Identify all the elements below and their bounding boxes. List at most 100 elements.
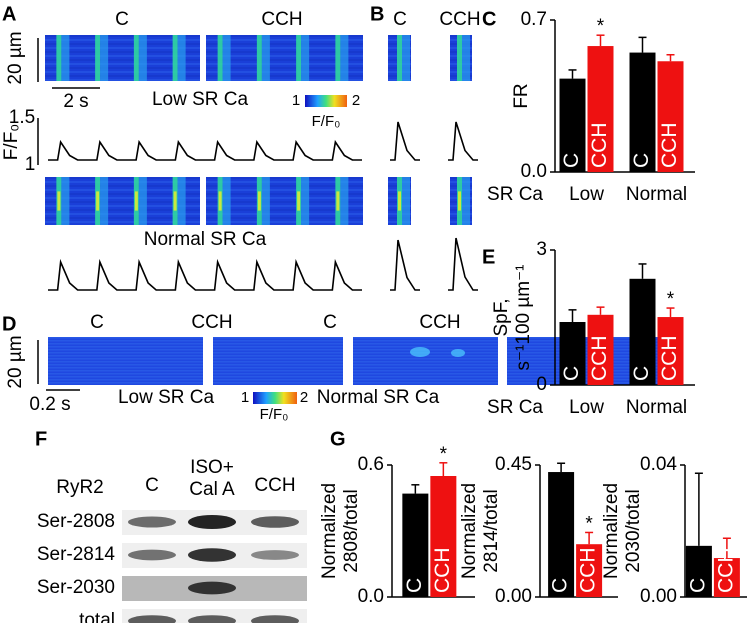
lane-label: Cal A [189, 479, 235, 500]
column-label: CCH [439, 9, 480, 30]
image-texture [45, 177, 200, 179]
condition-label: Normal SR Ca [144, 229, 267, 250]
spark [451, 349, 465, 357]
y-axis-label: SpF, [491, 298, 512, 336]
fluorescence-trace [448, 237, 478, 291]
image-texture [45, 47, 200, 49]
panel-label: F [35, 428, 47, 450]
y-axis-label: Normalized [319, 483, 340, 579]
transient-tail [340, 35, 349, 81]
image-texture [48, 367, 203, 369]
bar [629, 52, 656, 173]
bar [402, 493, 429, 597]
transient-core [173, 191, 177, 211]
image-texture [206, 79, 363, 81]
image-texture [48, 379, 203, 381]
image-texture [45, 189, 200, 191]
transient [172, 35, 178, 81]
image-texture [206, 201, 363, 203]
image-texture [45, 197, 200, 199]
colorbar [253, 392, 297, 404]
transient-core [218, 191, 222, 211]
image-texture [45, 35, 200, 37]
y-tick-label: 0.0 [521, 161, 547, 182]
bar [587, 46, 614, 172]
image-texture [45, 209, 200, 211]
image-texture [213, 379, 343, 381]
blot-band [251, 550, 299, 560]
bar [430, 476, 457, 597]
image-texture [45, 201, 200, 203]
transient-tail [462, 177, 470, 225]
image-texture [48, 355, 203, 357]
colorbar-label: 2 [352, 92, 360, 109]
image-texture [213, 340, 343, 342]
image-texture [45, 71, 200, 73]
image-texture [206, 71, 363, 73]
bar-label: CCH [714, 548, 737, 594]
image-texture [206, 181, 363, 183]
image-texture [206, 63, 363, 65]
colorbar-label: 2 [300, 389, 308, 406]
image-texture [213, 358, 343, 360]
image-texture [206, 193, 363, 195]
bar-label: C [403, 578, 426, 593]
scale-label: 20 µm [5, 31, 26, 84]
transient-core [57, 191, 61, 211]
y-tick-label: 0.7 [521, 9, 547, 30]
fluorescence-trace [390, 239, 420, 291]
transient-tail [462, 35, 470, 81]
image-texture [206, 43, 363, 45]
image-texture [206, 205, 363, 207]
image-texture [206, 55, 363, 57]
trace-axis-tick: 1 [25, 154, 36, 175]
transient [133, 35, 139, 81]
condition-label: Low SR Ca [118, 387, 215, 408]
bar [713, 558, 740, 597]
group-prefix: SR Ca [487, 184, 543, 205]
bar-label: CCH [431, 548, 454, 594]
bar [657, 61, 684, 172]
transient-tail [301, 35, 310, 81]
image-texture [206, 47, 363, 49]
image-texture [45, 213, 200, 215]
image-texture [48, 364, 203, 366]
bar-label: CCH [577, 548, 600, 594]
y-axis-label: Normalized [459, 483, 480, 579]
bar [587, 314, 614, 385]
image-texture [45, 63, 200, 65]
transient [256, 35, 262, 81]
spark-image [353, 337, 498, 385]
protein-label: RyR2 [56, 477, 104, 498]
transient [95, 35, 101, 81]
panel-label: E [482, 246, 495, 268]
blot-band [188, 581, 236, 595]
blot-band [128, 615, 176, 623]
image-texture [353, 364, 498, 366]
image-texture [48, 376, 203, 378]
column-label: C [90, 312, 104, 333]
image-texture [353, 343, 498, 345]
image-texture [213, 361, 343, 363]
transient-core [458, 191, 461, 211]
blot-band [128, 549, 176, 561]
image-texture [213, 367, 343, 369]
bar-label: C [630, 153, 653, 168]
image-texture [48, 349, 203, 351]
y-tick-label: 0.0 [358, 586, 384, 607]
image-texture [353, 340, 498, 342]
significance-mark: * [440, 444, 448, 465]
x-tick-label: Low [569, 397, 604, 418]
transient-tail [402, 177, 410, 225]
spark [410, 347, 430, 357]
bar-label: C [560, 153, 583, 168]
image-texture [48, 373, 203, 375]
image-texture [213, 355, 343, 357]
column-label: CCH [419, 312, 460, 333]
colorbar-label: F/F₀ [260, 406, 289, 423]
transient-tail [61, 35, 70, 81]
image-texture [206, 189, 363, 191]
image-texture [206, 213, 363, 215]
image-texture [353, 382, 498, 384]
image-texture [213, 352, 343, 354]
